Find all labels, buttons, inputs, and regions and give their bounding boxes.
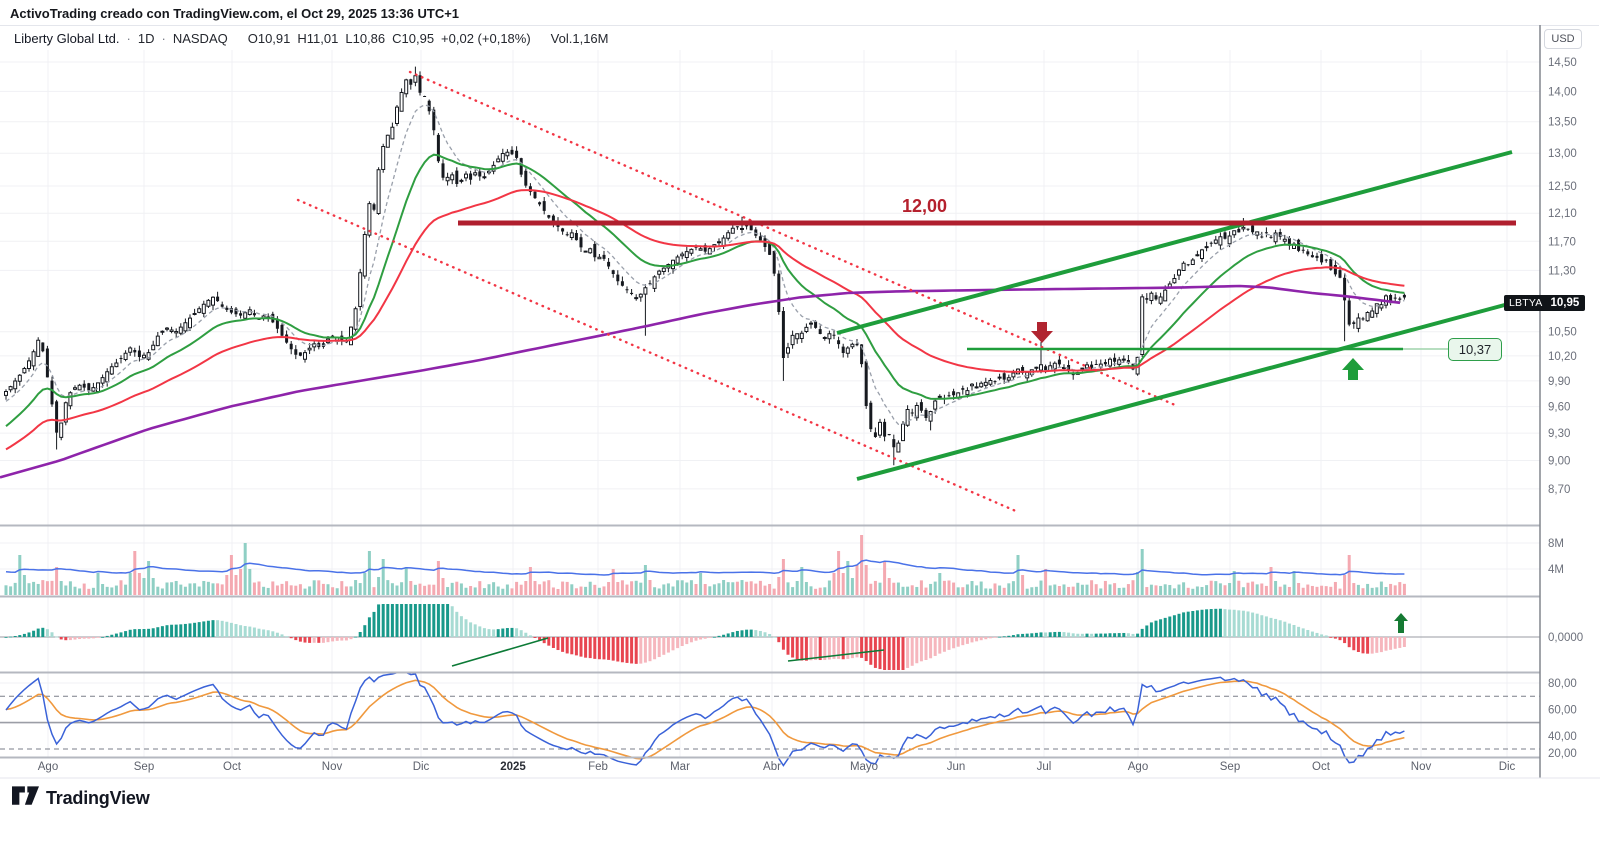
axis-tick-label: Nov	[1411, 761, 1432, 773]
chart-widget-frame	[0, 25, 1599, 779]
axis-tick-label: Dic	[413, 761, 430, 773]
attribution-text: ActivoTrading creado con TradingView.com…	[10, 6, 460, 21]
volume-pane	[4, 535, 1406, 595]
axis-tick-label: Ago	[1128, 761, 1148, 773]
axis-tick-label: Sep	[1220, 761, 1240, 773]
axis-tick-label: Nov	[322, 761, 343, 773]
axis-tick-label: 2025	[500, 761, 526, 773]
currency-axis-button[interactable]: USD	[1544, 29, 1582, 49]
moving-averages-layer	[0, 104, 1405, 479]
axis-tick-label: Mar	[670, 761, 690, 773]
separator-dot: ·	[161, 31, 166, 46]
axis-tick-label: 40,00	[1548, 731, 1577, 743]
axis-tick-label: 10,20	[1548, 351, 1577, 363]
interval-label[interactable]: 1D	[137, 31, 155, 46]
axis-tick-label: 4M	[1548, 564, 1564, 576]
axis-tick-label: 14,00	[1548, 86, 1577, 98]
axis-tick-label: 9,00	[1548, 456, 1570, 468]
axis-tick-label: 9,30	[1548, 428, 1570, 440]
axis-tick-label: Mayo	[850, 761, 878, 773]
axis-tick-label: 9,90	[1548, 376, 1570, 388]
axis-tick-label: Oct	[223, 761, 242, 773]
resistance-level-label[interactable]: 12,00	[902, 196, 948, 216]
volume-readout: Vol.1,16M	[550, 31, 609, 46]
axis-tick-label: Jun	[947, 761, 966, 773]
axis-tick-label: 10,50	[1548, 327, 1577, 339]
axis-labels-layer: 14,50 14,00 13,50 13,00 12,50 12,10 11,70 11,30…	[38, 57, 1583, 773]
axis-tick-label: Dic	[1499, 761, 1516, 773]
axis-tick-label: Ago	[38, 761, 58, 773]
axis-tick-label: 60,00	[1548, 704, 1577, 716]
axis-tick-label: 11,70	[1548, 236, 1576, 248]
macd-up-arrow-marker	[1394, 613, 1408, 633]
axis-tick-label: 20,00	[1548, 748, 1577, 760]
exchange-label: NASDAQ	[172, 31, 228, 46]
axis-tick-label: 13,00	[1548, 148, 1577, 160]
axis-tick-label: 8,70	[1548, 484, 1570, 496]
axis-tick-label: 0,0000	[1548, 632, 1583, 644]
symbol-header: Liberty Global Ltd. · 1D · NASDAQ O10,91…	[14, 31, 609, 46]
tradingview-logo-text: TradingView	[46, 787, 150, 808]
rsi-pane	[0, 671, 1540, 767]
axis-tick-label: Oct	[1312, 761, 1331, 773]
up-arrow-marker	[1342, 358, 1364, 380]
separator-dot: ·	[126, 31, 131, 46]
price-change: +0,02 (+0,18%)	[441, 31, 531, 46]
axis-tick-label: 11,30	[1548, 265, 1576, 277]
axis-tick-label: 12,50	[1548, 181, 1577, 193]
axis-tick-label: Sep	[134, 761, 154, 773]
tradingview-logo[interactable]: TradingView	[12, 786, 150, 810]
pane-separators	[0, 25, 1600, 779]
ohlc-high: H11,01	[297, 31, 339, 46]
ohlc-low: L10,86	[345, 31, 386, 46]
tradingview-logo-icon	[12, 786, 39, 805]
ohlc-open: O10,91	[247, 31, 291, 46]
axis-tick-label: Abr	[763, 761, 781, 773]
last-price-value: 10,95	[1550, 296, 1580, 309]
axis-tick-label: Feb	[588, 761, 608, 773]
axis-tick-label: 14,50	[1548, 57, 1577, 69]
ticker-tag: LBTYA	[1509, 297, 1543, 309]
candles-layer	[4, 66, 1406, 466]
ohlc-close: C10,95	[392, 31, 435, 46]
grid-lines	[0, 50, 1540, 757]
axis-tick-label: 8M	[1548, 538, 1564, 550]
last-price-label[interactable]: LBTYA 10,95	[1504, 295, 1586, 311]
symbol-title[interactable]: Liberty Global Ltd.	[14, 31, 120, 46]
drawings-layer[interactable]	[296, 70, 1516, 633]
axis-tick-label: Jul	[1037, 761, 1052, 773]
down-arrow-marker	[1031, 322, 1053, 343]
axis-tick-label: 9,60	[1548, 402, 1570, 414]
macd-pane	[0, 604, 1540, 670]
axis-tick-label: 13,50	[1548, 117, 1577, 129]
axis-tick-label: 12,10	[1548, 208, 1577, 220]
axis-tick-label: 80,00	[1548, 678, 1577, 690]
support-price-label[interactable]: 10,37	[1448, 338, 1502, 361]
